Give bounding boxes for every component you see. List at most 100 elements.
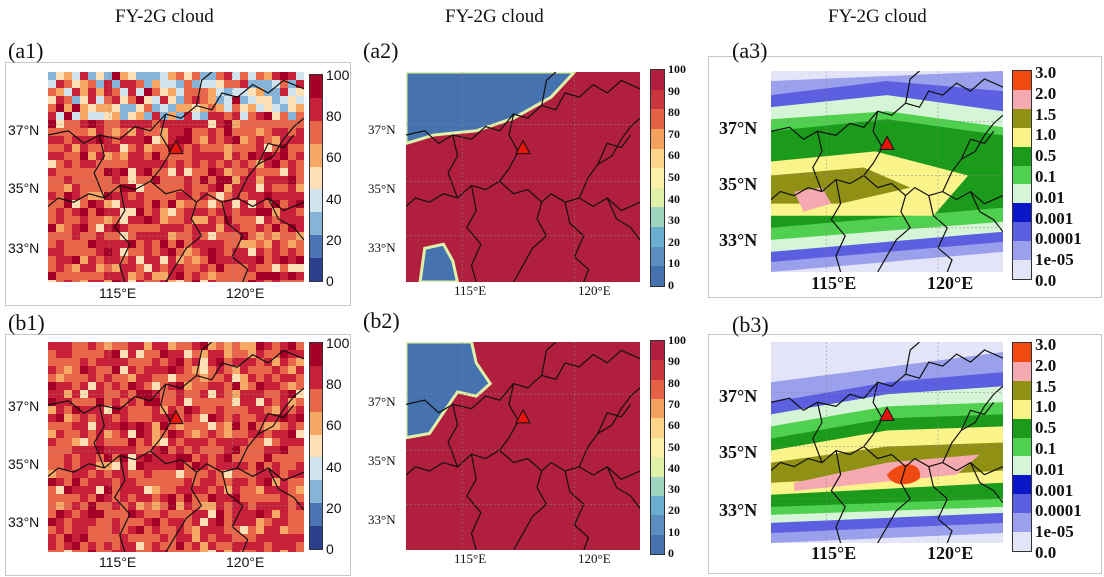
cf-cell <box>152 534 160 542</box>
cf-cell <box>128 350 136 358</box>
cf-cell <box>288 264 296 272</box>
cf-cell <box>272 510 280 518</box>
cf-cell <box>152 128 160 136</box>
cf-cell <box>216 224 224 232</box>
cf-cell <box>296 104 304 112</box>
cf-cell <box>128 272 136 280</box>
map-b1 <box>48 342 304 552</box>
cf-cell <box>112 224 120 232</box>
cf-cell <box>176 176 184 184</box>
cf-cell <box>48 446 56 454</box>
lat-label-b1-33: 33°N <box>8 514 40 530</box>
cf-cell <box>248 486 256 494</box>
cf-cell <box>216 216 224 224</box>
cf-cell <box>192 224 200 232</box>
cf-cell <box>296 72 304 80</box>
cf-cell <box>240 382 248 390</box>
colorbar-tick: 50 <box>668 439 680 454</box>
cf-cell <box>224 120 232 128</box>
cf-cell <box>144 542 152 550</box>
cf-cell <box>208 374 216 382</box>
cf-cell <box>176 342 184 350</box>
cf-cell <box>112 518 120 526</box>
cf-cell <box>280 366 288 374</box>
border-line-0 <box>771 78 1003 141</box>
cf-cell <box>144 176 152 184</box>
border-line-5 <box>93 404 105 469</box>
cf-cell <box>280 96 288 104</box>
cf-cell <box>272 176 280 184</box>
border-line-6 <box>221 202 249 282</box>
cf-cell <box>160 264 168 272</box>
cf-cell <box>248 422 256 430</box>
cf-cell <box>104 358 112 366</box>
cf-cell <box>72 192 80 200</box>
cf-cell <box>192 454 200 462</box>
cf-cell <box>184 168 192 176</box>
cf-cell <box>136 342 144 350</box>
cf-cell <box>136 152 144 160</box>
cf-cell <box>56 104 64 112</box>
cf-cell <box>240 518 248 526</box>
cf-cell <box>184 216 192 224</box>
cf-cell <box>80 168 88 176</box>
colorbar-segment <box>310 526 322 550</box>
border-line-1 <box>771 382 884 472</box>
colorbar-segment <box>651 515 664 536</box>
cf-cell <box>192 176 200 184</box>
cf-cell <box>208 216 216 224</box>
cf-cell <box>224 136 232 144</box>
lat-label-b3-35: 35°N <box>719 442 758 462</box>
cf-cell <box>280 152 288 160</box>
station-marker <box>168 409 184 425</box>
cf-cell <box>104 144 112 152</box>
cf-cell <box>152 152 160 160</box>
cf-cell <box>112 152 120 160</box>
lon-label-b2-120: 120°E <box>578 551 611 566</box>
cf-cell <box>288 510 296 518</box>
cf-cell <box>280 80 288 88</box>
cf-cell <box>232 454 240 462</box>
cf-cell <box>264 128 272 136</box>
cf-cell <box>56 272 64 280</box>
cf-cell <box>160 248 168 256</box>
lat-label-b3-37: 37°N <box>719 386 758 406</box>
cf-cell <box>160 120 168 128</box>
cf-cell <box>264 168 272 176</box>
cf-cell <box>152 104 160 112</box>
cf-cell <box>256 478 264 486</box>
border-line-6 <box>564 470 590 550</box>
cf-cell <box>272 518 280 526</box>
cf-cell <box>208 184 216 192</box>
border-line-8 <box>969 462 1003 504</box>
cf-cell <box>264 454 272 462</box>
cf-cell <box>192 160 200 168</box>
cf-cell <box>56 350 64 358</box>
cf-cell <box>48 104 56 112</box>
cf-cell <box>192 104 200 112</box>
colorbar-segment <box>651 148 664 169</box>
cf-cell <box>256 88 264 96</box>
cf-cell <box>128 176 136 184</box>
cf-cell <box>168 438 176 446</box>
cf-cell <box>56 112 64 120</box>
cf-cell <box>224 406 232 414</box>
cf-cell <box>160 438 168 446</box>
border-line-2 <box>499 449 640 481</box>
colorbar-segment <box>1013 380 1031 401</box>
cf-cell <box>104 152 112 160</box>
cf-cell <box>128 342 136 350</box>
cf-cell <box>280 470 288 478</box>
cf-cell <box>240 144 248 152</box>
cf-cell <box>104 454 112 462</box>
cf-cell <box>200 136 208 144</box>
cf-cell <box>240 224 248 232</box>
cf-cell <box>264 358 272 366</box>
cf-cell <box>280 390 288 398</box>
border-line-0 <box>771 349 1003 412</box>
cf-cell <box>160 216 168 224</box>
cf-cell <box>168 128 176 136</box>
cf-cell <box>216 438 224 446</box>
cf-cell <box>296 526 304 534</box>
cf-cell <box>128 104 136 112</box>
